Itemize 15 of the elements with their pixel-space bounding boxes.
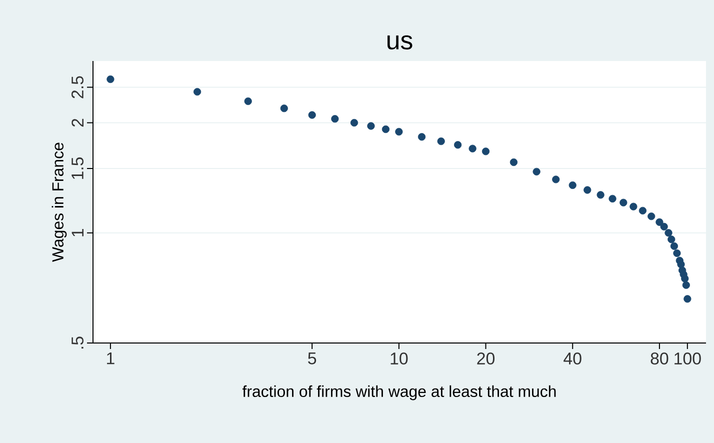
x-tick-label: 5: [308, 352, 316, 364]
chart-title: us: [388, 35, 412, 50]
x-tick-label: 40: [564, 352, 582, 365]
x-tick-label: 1: [107, 352, 114, 364]
y-tick-label: 2: [72, 118, 84, 127]
x-tick-label: 10: [390, 352, 408, 365]
y-tick-label: 1.5: [72, 157, 84, 179]
x-tick-label: 80: [650, 352, 668, 365]
y-axis-title: Wages in France: [52, 142, 67, 262]
x-axis-title: fraction of firms with wage at least that much: [242, 385, 556, 400]
y-tick-label: 2.5: [71, 76, 84, 98]
x-tick-label: 100: [674, 352, 701, 365]
x-tick-label: 20: [477, 352, 495, 365]
y-tick-label: .5: [72, 336, 84, 349]
y-tick-label: 1: [72, 228, 84, 236]
